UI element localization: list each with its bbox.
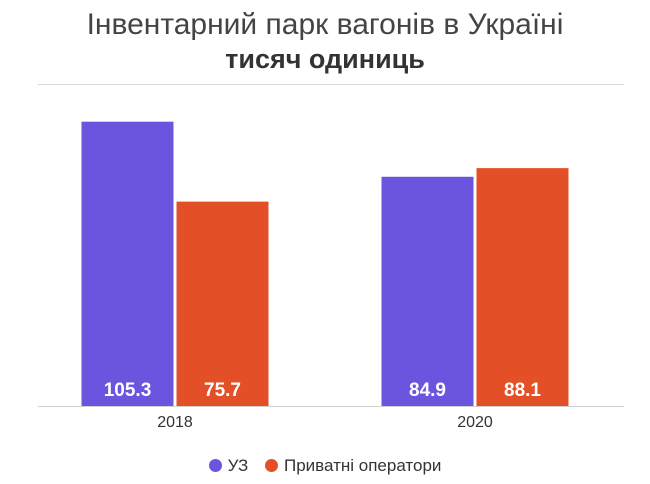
x-tick-label-2020: 2020 [457, 414, 493, 431]
chart-subtitle: тисяч одиниць [225, 44, 425, 74]
legend-label-private: Приватні оператори [284, 456, 442, 475]
bar-2018-private [176, 201, 269, 406]
legend-swatch-private [265, 459, 278, 472]
bar-2020-private [476, 168, 569, 406]
title-divider [38, 84, 624, 85]
legend-item-uz: УЗ [208, 456, 249, 476]
data-label-2020-private: 88.1 [504, 380, 541, 401]
legend-swatch-uz [208, 459, 222, 472]
data-label-2018-private: 75.7 [204, 380, 241, 401]
legend-item-private: Приватні оператори [265, 456, 441, 476]
bar-2018-uz [81, 121, 174, 406]
data-label-2020-uz: 84.9 [409, 380, 446, 401]
data-label-2018-uz: 105.3 [104, 380, 152, 401]
legend: УЗ Приватні оператори [0, 456, 650, 476]
x-tick-label-2018: 2018 [157, 414, 193, 431]
bar-chart: 105.3 75.7 2018 84.9 88.1 2020 [38, 121, 624, 431]
bar-2020-uz [381, 176, 474, 406]
chart-title: Інвентарний парк вагонів в Україні [86, 8, 564, 41]
legend-label-uz: УЗ [227, 456, 249, 475]
